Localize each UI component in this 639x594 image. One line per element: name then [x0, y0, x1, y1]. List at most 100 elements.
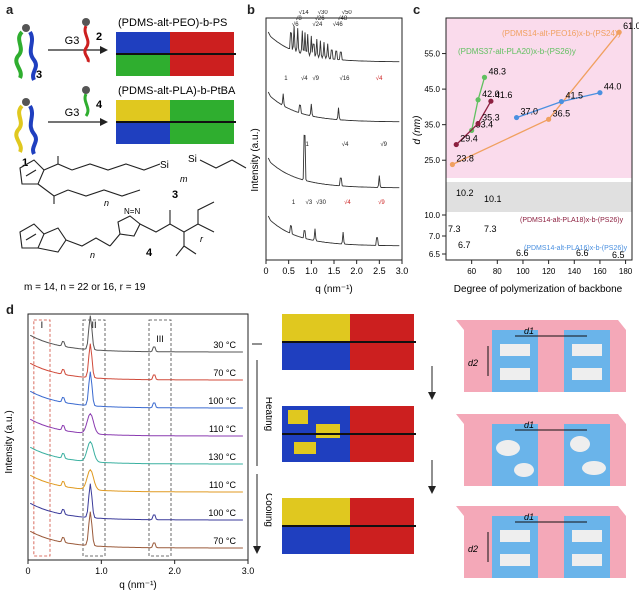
panel-c-point: [616, 29, 622, 35]
brush-disordered: [282, 406, 416, 462]
panel-c-ytick-label: 55.0: [424, 50, 440, 59]
panel-d-xtick-label: 1.0: [95, 566, 108, 576]
panel-c-xtick-label: 100: [516, 267, 530, 276]
panel-b-peak-label: √4: [342, 141, 349, 148]
panel-b-peak-label: √9: [312, 75, 319, 82]
panel-c-ytick-label: 25.0: [424, 156, 440, 165]
panel-c-point-label: 7.3: [448, 224, 461, 234]
panel-c-point: [488, 98, 494, 104]
panel-b-peak-label: √4: [344, 199, 351, 206]
panel-c-frame: [445, 17, 633, 261]
panel-label-c: c: [413, 2, 421, 17]
panel-b-xtick-label: 0: [263, 266, 268, 276]
panel-b-xtick-label: 2.0: [350, 266, 363, 276]
panel-d-temp-label: 110 °C: [209, 480, 236, 490]
d1-label-3: d1: [524, 512, 534, 522]
morphology-block-1: [456, 320, 626, 392]
panel-b-peak-label: 1: [292, 200, 296, 206]
panel-b-peak-label: 1: [284, 76, 288, 82]
arrow-down-2: [428, 460, 436, 494]
structure-4: [19, 201, 215, 257]
d1-label-2: d1: [524, 420, 534, 430]
panel-d-trace: [29, 343, 243, 381]
panel-d-region-label: I: [41, 320, 44, 330]
panel-b-peak-label: √4: [376, 75, 383, 82]
panel-d-frame: [27, 313, 249, 561]
panel-c-xtick-label: 80: [493, 267, 502, 276]
panel-c-point: [513, 114, 520, 121]
panel-b-ylabel: Intensity (a.u.): [250, 128, 261, 191]
panel-b-peak-label: √14: [299, 10, 310, 16]
panel-c-point-label: 6.6: [576, 248, 589, 258]
brush-polymer-peo-ps: [116, 32, 236, 76]
panel-c-point-label: 36.5: [553, 108, 571, 118]
panel-c-point-label: 42.0: [482, 89, 500, 99]
panel-b-peak-label: √50: [342, 10, 353, 16]
panel-c-xtick-label: 140: [568, 267, 582, 276]
panel-c-point-label: 29.4: [460, 134, 478, 144]
panel-c-point-label: 48.3: [488, 66, 506, 76]
panel-d-trace: [29, 511, 243, 549]
panel-d-trace: [29, 468, 243, 493]
d1-label-1: d1: [524, 326, 534, 336]
panel-d-brush-illustrations: [282, 314, 416, 554]
panel-b-trace: [267, 25, 400, 63]
panel-c-mid-bg: [446, 182, 632, 212]
panel-b-xtick-label: 0.5: [282, 266, 295, 276]
panel-c-point-label: 44.0: [604, 82, 622, 92]
monomer-3-icon: [14, 24, 38, 81]
panel-b-trace: [267, 134, 400, 189]
panel-b-peak-label: √3: [306, 199, 313, 206]
monomer-2-icon: [82, 18, 90, 63]
product-2-name: (PDMS-alt-PLA)-b-PtBA: [118, 85, 236, 97]
panel-c-point: [475, 121, 481, 127]
panel-c-point: [475, 97, 481, 103]
panel-d-temp-label: 30 °C: [213, 340, 236, 350]
panel-c-point-label: 6.6: [516, 248, 529, 258]
panel-c-point: [481, 74, 488, 80]
panel-c-xlabel: Degree of polymerization of backbone: [454, 284, 623, 295]
panel-c-chart: d (nm) 25.0 35.0 45.0 55.0 6.5 7.0 10.0 60 80 10…: [412, 17, 639, 295]
triazole-n: N=N: [124, 207, 140, 216]
panel-c-point-label: 10.2: [456, 188, 474, 198]
panel-c-point-label: 7.3: [484, 224, 497, 234]
panel-c-point: [449, 161, 456, 168]
si2: Si: [188, 154, 197, 165]
panel-b-peak-label: √26: [315, 15, 326, 22]
panel-b-xtick-label: 2.5: [373, 266, 386, 276]
structure-3-label: 3: [172, 189, 178, 201]
panel-b-frame: [265, 17, 403, 261]
panel-b-peak-label: √24: [312, 21, 323, 28]
panel-b-trace: [267, 215, 400, 247]
panel-c-point-label: 37.0: [521, 107, 539, 117]
panel-label-a: a: [6, 2, 14, 17]
panel-c-legend: (PDMS14-alt-PLA16)x-b-(PS26)y: [524, 245, 628, 252]
panel-c-lower-bg: [446, 212, 632, 260]
arrow-down-1: [428, 366, 436, 400]
panel-d-morphology: d1 d2 d1 d1 d2: [428, 320, 626, 578]
panel-b-peak-label: √6: [292, 21, 299, 28]
panel-c-xtick-label: 120: [542, 267, 556, 276]
d2-label-1: d2: [468, 358, 478, 368]
panel-d-temp-label: 110 °C: [209, 424, 236, 434]
panel-c-point-label: 61.0: [623, 21, 639, 31]
panel-c-xtick-label: 60: [467, 267, 476, 276]
panel-a: 3 G3 2 (PDMS-alt-PEO)-b-PS 1 G3 4 (PDMS-…: [14, 17, 247, 293]
panel-c-ylabel: d (nm): [412, 116, 423, 145]
panel-c-point: [558, 98, 565, 105]
panel-c-ytick-label: 35.0: [424, 121, 440, 130]
arrow-g3-top: G3: [65, 35, 80, 47]
panel-d-region-label: III: [156, 334, 164, 344]
panel-b-chart: Intensity (a.u.) √6√8√14√16√20√22√24√26√…: [250, 10, 408, 295]
panel-b-peak-label: √9: [380, 141, 387, 148]
monomer-1-label: 1: [22, 157, 28, 169]
panel-d-trace: [29, 412, 243, 437]
panel-c-legend: (PDMS37-alt-PLA20)x-b-(PS26)y: [458, 47, 576, 56]
sub-m: m: [180, 174, 188, 184]
cooling-label: Cooling: [263, 493, 272, 527]
panel-b-xlabel: q (nm⁻¹): [315, 284, 353, 295]
panel-b-peak-label: √16: [340, 75, 351, 82]
panel-d-trace: [29, 440, 243, 465]
panel-b-peak-label: √8: [295, 15, 302, 22]
panel-d-region: [33, 319, 51, 557]
